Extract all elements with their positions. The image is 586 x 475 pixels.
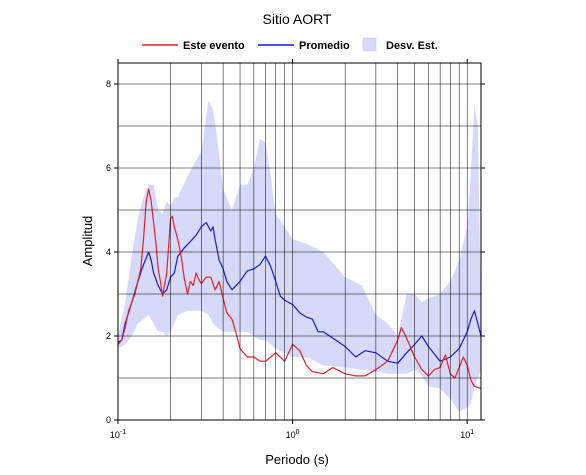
- legend: Este evento Promedio Desv. Est.: [142, 37, 438, 52]
- y-tick-label: 8: [106, 79, 111, 89]
- legend-label-mean: Promedio: [299, 40, 350, 52]
- y-tick-label: 4: [106, 247, 111, 257]
- legend-swatch-band: [362, 37, 377, 52]
- series-line-este-evento: [118, 188, 481, 390]
- x-tick-label: 100: [286, 429, 300, 440]
- plot-frame: [117, 62, 482, 421]
- y-axis-label: Amplitud: [80, 216, 95, 267]
- legend-label-band: Desv. Est.: [386, 40, 438, 52]
- y-tick-label: 2: [106, 331, 111, 341]
- series-band-desv-est: [118, 100, 481, 412]
- x-tick-label: 101: [460, 429, 474, 440]
- grid: [118, 63, 481, 420]
- x-tick-label: 10-1: [110, 429, 126, 440]
- plot-area: [118, 100, 481, 412]
- chart-title: Sitio AORT: [263, 11, 332, 27]
- legend-label-event: Este evento: [183, 40, 245, 52]
- y-tick-label: 6: [106, 163, 111, 173]
- y-tick-label: 0: [106, 415, 111, 425]
- x-axis-label: Periodo (s): [265, 452, 329, 467]
- axis-ticks: 0 2 4 6 8 10-1 100 101: [106, 59, 485, 440]
